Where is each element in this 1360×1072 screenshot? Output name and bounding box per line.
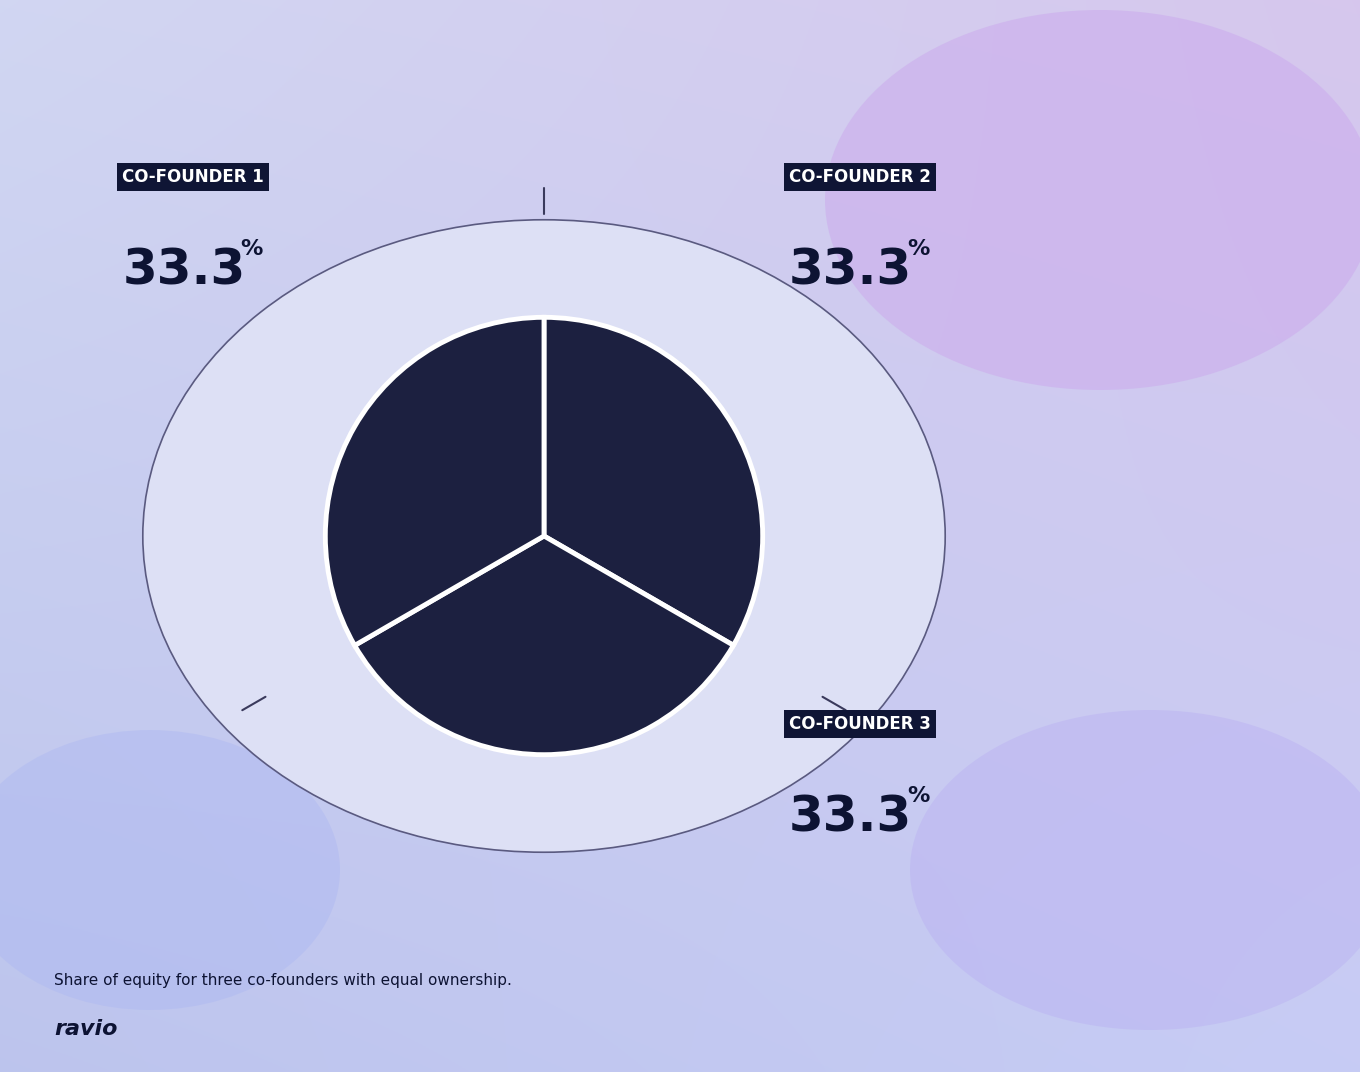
Text: 33.3: 33.3 — [789, 793, 913, 842]
Text: 33.3: 33.3 — [122, 247, 246, 295]
Wedge shape — [544, 317, 763, 645]
Ellipse shape — [826, 10, 1360, 390]
Ellipse shape — [910, 710, 1360, 1030]
Text: Share of equity for three co-founders with equal ownership.: Share of equity for three co-founders wi… — [54, 973, 513, 988]
Text: ravio: ravio — [54, 1019, 118, 1039]
Text: CO-FOUNDER 3: CO-FOUNDER 3 — [789, 715, 930, 732]
Circle shape — [143, 220, 945, 852]
Text: %: % — [907, 786, 929, 806]
Wedge shape — [325, 317, 544, 645]
Text: %: % — [241, 239, 262, 259]
Text: %: % — [907, 239, 929, 259]
Wedge shape — [355, 536, 733, 755]
Text: 33.3: 33.3 — [789, 247, 913, 295]
Ellipse shape — [0, 730, 340, 1010]
Text: CO-FOUNDER 2: CO-FOUNDER 2 — [789, 168, 930, 185]
Text: CO-FOUNDER 1: CO-FOUNDER 1 — [122, 168, 264, 185]
